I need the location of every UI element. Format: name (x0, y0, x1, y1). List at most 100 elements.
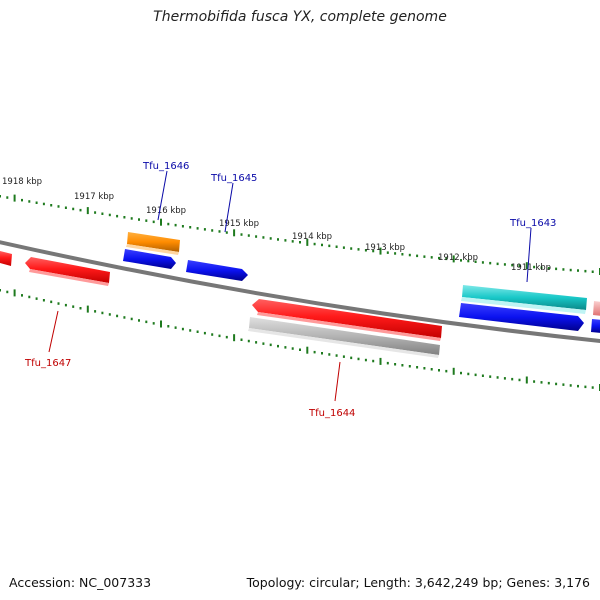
gene-tfu-1647[interactable] (25, 257, 110, 286)
minor-tick (416, 366, 419, 369)
minor-tick (350, 356, 353, 360)
minor-tick (357, 357, 360, 361)
minor-tick (562, 383, 565, 386)
gene-tfu-1646[interactable] (126, 232, 180, 255)
leader-line-tfu-1646 (157, 170, 168, 221)
kbp-label: 1913 kbp (365, 243, 405, 253)
minor-tick (540, 381, 543, 384)
outer-tick-ring (0, 194, 600, 275)
minor-tick (394, 252, 397, 255)
minor-tick (313, 242, 316, 246)
minor-tick (577, 269, 579, 272)
minor-tick (555, 267, 558, 271)
gene-grey[interactable] (248, 317, 440, 358)
major-tick (160, 320, 162, 328)
gene-label-tfu-1643: Tfu_1643 (509, 218, 556, 229)
minor-tick (467, 259, 470, 263)
minor-tick (72, 207, 75, 211)
minor-tick (321, 352, 323, 355)
minor-tick (145, 320, 148, 324)
minor-tick (335, 245, 338, 248)
leader-line-tfu-1644 (334, 361, 341, 402)
minor-tick (299, 241, 301, 244)
major-tick (86, 207, 89, 215)
minor-tick (21, 198, 23, 202)
minor-tick (72, 305, 75, 308)
minor-tick (474, 373, 477, 377)
minor-tick (79, 307, 82, 310)
minor-tick (6, 196, 9, 199)
major-tick (525, 262, 528, 270)
minor-tick (533, 265, 536, 269)
minor-tick (569, 384, 572, 387)
minor-tick (423, 255, 426, 258)
minor-tick (101, 311, 104, 315)
minor-tick (35, 201, 38, 204)
major-tick (306, 238, 309, 246)
minor-tick (225, 335, 228, 339)
minor-tick (94, 310, 97, 313)
minor-tick (64, 206, 67, 209)
minor-tick (291, 240, 294, 243)
minor-tick (591, 386, 594, 389)
major-tick (233, 334, 236, 342)
minor-tick (247, 234, 250, 237)
gene-tfu-1645[interactable] (186, 260, 248, 281)
minor-tick (145, 219, 148, 222)
minor-tick (240, 233, 243, 236)
minor-tick (255, 235, 258, 238)
minor-tick (430, 256, 433, 259)
minor-tick (218, 334, 221, 338)
minor-tick (28, 200, 31, 203)
minor-tick (203, 228, 206, 231)
minor-tick (460, 259, 462, 262)
gene-blue-edge[interactable] (591, 319, 600, 333)
minor-tick (489, 375, 492, 378)
minor-tick (116, 214, 119, 218)
minor-tick (284, 346, 287, 349)
major-tick (306, 346, 309, 354)
minor-tick (240, 338, 243, 341)
minor-tick (438, 369, 440, 372)
minor-tick (460, 371, 462, 375)
gene-tfu-1643[interactable] (461, 285, 587, 314)
kbp-label: 1915 kbp (219, 219, 259, 229)
minor-tick (0, 195, 1, 198)
gene-pink-edge[interactable] (593, 301, 600, 316)
minor-tick (430, 368, 433, 371)
minor-tick (584, 385, 587, 389)
minor-tick (255, 341, 258, 344)
minor-tick (123, 316, 126, 319)
minor-tick (445, 257, 448, 261)
major-tick (379, 247, 382, 255)
minor-tick (569, 268, 572, 272)
gene-tfu-1644[interactable] (252, 299, 442, 341)
minor-tick (189, 329, 192, 332)
gene-blue-1[interactable] (123, 249, 176, 269)
minor-tick (313, 350, 316, 354)
minor-tick (35, 297, 38, 300)
minor-tick (262, 342, 265, 345)
minor-tick (64, 303, 67, 307)
gene-blue-2[interactable] (459, 303, 584, 331)
gene-label-tfu-1645: Tfu_1645 (210, 173, 257, 184)
kbp-label: 1912 kbp (438, 253, 478, 263)
major-tick (86, 305, 89, 313)
major-tick (13, 194, 16, 202)
major-tick (525, 376, 528, 384)
minor-tick (408, 365, 411, 368)
minor-tick (518, 264, 521, 267)
minor-tick (225, 231, 228, 234)
kbp-label: 1917 kbp (74, 192, 114, 202)
minor-tick (386, 251, 389, 254)
minor-tick (94, 211, 97, 214)
gene-red-edge[interactable] (0, 251, 12, 266)
minor-tick (438, 256, 440, 260)
minor-tick (299, 348, 301, 351)
minor-tick (277, 344, 279, 348)
minor-tick (467, 372, 470, 376)
minor-tick (364, 358, 367, 362)
gene-label-tfu-1647: Tfu_1647 (24, 358, 71, 369)
genome-backbone (0, 240, 600, 343)
